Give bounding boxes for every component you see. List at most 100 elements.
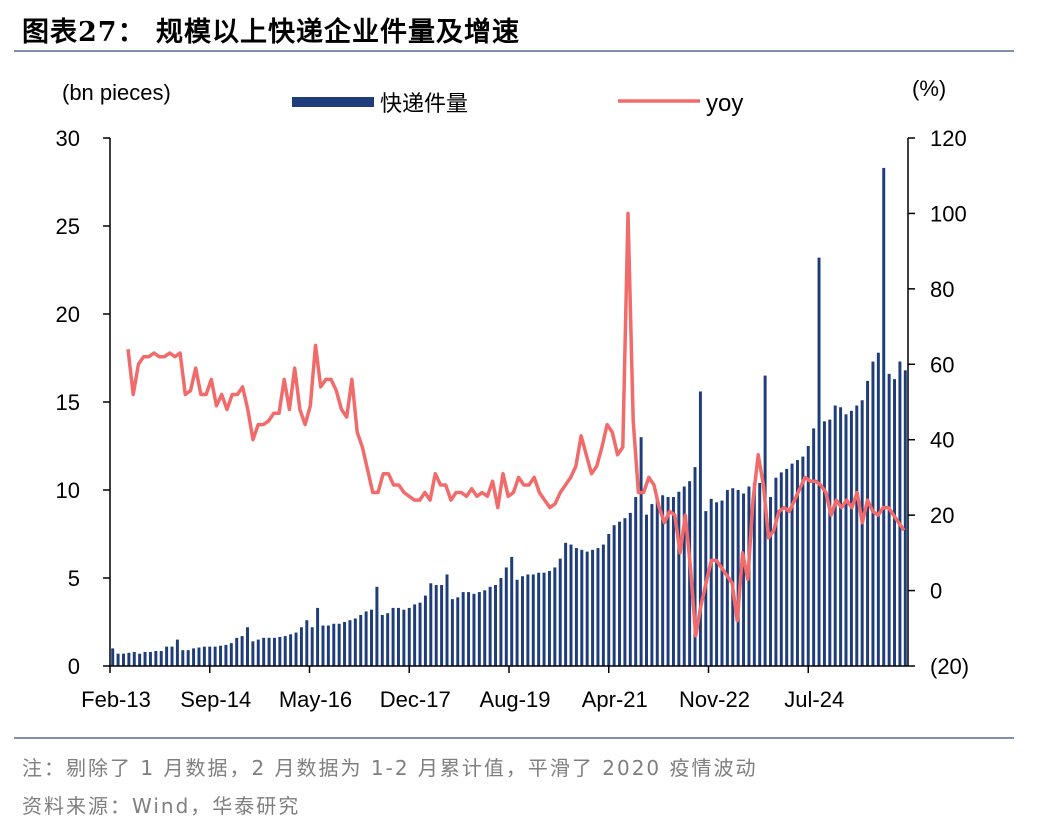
- volume-bar: [483, 590, 487, 666]
- volume-bar: [860, 400, 864, 666]
- volume-bar: [213, 646, 217, 666]
- volume-bar: [343, 622, 347, 666]
- volume-bar: [256, 639, 260, 666]
- volume-bar: [477, 592, 481, 666]
- volume-bar: [817, 257, 821, 666]
- volume-bar: [386, 613, 390, 666]
- volume-bar: [574, 548, 578, 666]
- volume-bar: [618, 521, 622, 666]
- volume-bar: [844, 414, 848, 666]
- volume-bar: [671, 497, 675, 666]
- volume-bar: [812, 428, 816, 666]
- right-tick-label: 0: [930, 579, 942, 604]
- volume-bar: [871, 361, 875, 666]
- volume-bar: [299, 627, 303, 666]
- footer-rule: [14, 737, 1014, 739]
- volume-bar: [521, 576, 524, 666]
- volume-bar: [510, 556, 514, 666]
- volume-bar: [154, 651, 158, 666]
- volume-bar: [903, 370, 907, 666]
- volume-bar: [461, 592, 465, 666]
- legend-line-label: yoy: [706, 90, 743, 117]
- volume-bar: [661, 495, 665, 666]
- left-tick-label: 20: [56, 302, 80, 327]
- volume-bar: [898, 361, 902, 666]
- volume-bar: [197, 647, 201, 666]
- volume-bar: [801, 456, 805, 666]
- volume-bar: [785, 468, 789, 666]
- volume-bar: [855, 405, 859, 666]
- volume-bar: [391, 607, 395, 666]
- volume-bar: [564, 542, 568, 666]
- volume-bar: [434, 585, 438, 666]
- volume-bar: [353, 618, 357, 666]
- volume-bar: [494, 585, 498, 666]
- left-axis-unit: (bn pieces): [62, 80, 171, 105]
- figure-title: 图表27： 规模以上快递企业件量及增速: [22, 17, 520, 48]
- volume-bar: [580, 549, 584, 666]
- x-tick-label: Jul-24: [784, 687, 844, 712]
- bar-series: [111, 167, 907, 667]
- volume-bar: [116, 653, 120, 666]
- volume-bar: [623, 518, 627, 666]
- x-tick-label: Nov-22: [679, 687, 750, 712]
- volume-bar: [591, 549, 595, 666]
- volume-bar: [289, 634, 293, 666]
- right-tick-label: 80: [930, 277, 954, 302]
- left-tick-label: 25: [56, 214, 80, 239]
- volume-bar: [202, 646, 206, 666]
- volume-bar: [219, 645, 223, 666]
- volume-bar: [531, 574, 535, 666]
- volume-bar: [181, 650, 185, 666]
- volume-bar: [639, 437, 643, 666]
- volume-bar: [348, 620, 352, 666]
- volume-bar: [585, 551, 589, 666]
- volume-bar: [316, 607, 320, 666]
- volume-bar: [251, 641, 255, 666]
- volume-bar: [790, 463, 794, 666]
- volume-bar: [370, 609, 373, 666]
- volume-bar: [224, 644, 228, 666]
- volume-bar: [375, 586, 379, 666]
- x-tick-label: Apr-21: [582, 687, 648, 712]
- right-tick-label: 40: [930, 428, 954, 453]
- right-axis-unit: (%): [912, 76, 946, 101]
- volume-bar: [440, 585, 444, 666]
- right-tick-label: 20: [930, 503, 954, 528]
- volume-bar: [499, 578, 503, 666]
- volume-bar: [645, 514, 648, 666]
- right-tick-label: 120: [930, 126, 967, 151]
- volume-bar: [396, 607, 400, 666]
- legend: 快递件量 yoy: [292, 90, 743, 117]
- volume-bar: [553, 567, 557, 666]
- volume-bar: [262, 637, 266, 666]
- footnote: 注：剔除了 1 月数据，2 月数据为 1-2 月累计值，平滑了 2020 疫情波…: [22, 756, 758, 780]
- x-tick-label: Dec-17: [380, 687, 451, 712]
- volume-bar: [488, 586, 492, 666]
- volume-bar: [321, 625, 325, 666]
- volume-bar: [445, 574, 449, 666]
- volume-bar: [634, 497, 638, 666]
- volume-bar: [515, 579, 519, 666]
- volume-bar: [229, 643, 233, 666]
- volume-bar: [607, 534, 611, 666]
- volume-bar: [677, 491, 681, 666]
- volume-bar: [143, 651, 147, 666]
- volume-bar: [267, 637, 271, 666]
- legend-bar-swatch: [292, 97, 374, 107]
- x-tick-label: May-16: [279, 687, 352, 712]
- volume-bar: [337, 623, 341, 666]
- left-tick-label: 10: [56, 478, 80, 503]
- volume-bar: [720, 500, 724, 666]
- volume-bar: [208, 646, 212, 666]
- volume-bar: [111, 648, 115, 666]
- volume-bar: [294, 632, 298, 666]
- volume-bar: [893, 379, 897, 666]
- volume-bar: [542, 572, 546, 666]
- volume-bar: [283, 636, 287, 666]
- volume-bar: [423, 595, 427, 666]
- volume-bar: [380, 614, 384, 666]
- volume-bar: [558, 558, 562, 666]
- volume-bar: [310, 627, 314, 666]
- left-tick-label: 30: [56, 126, 80, 151]
